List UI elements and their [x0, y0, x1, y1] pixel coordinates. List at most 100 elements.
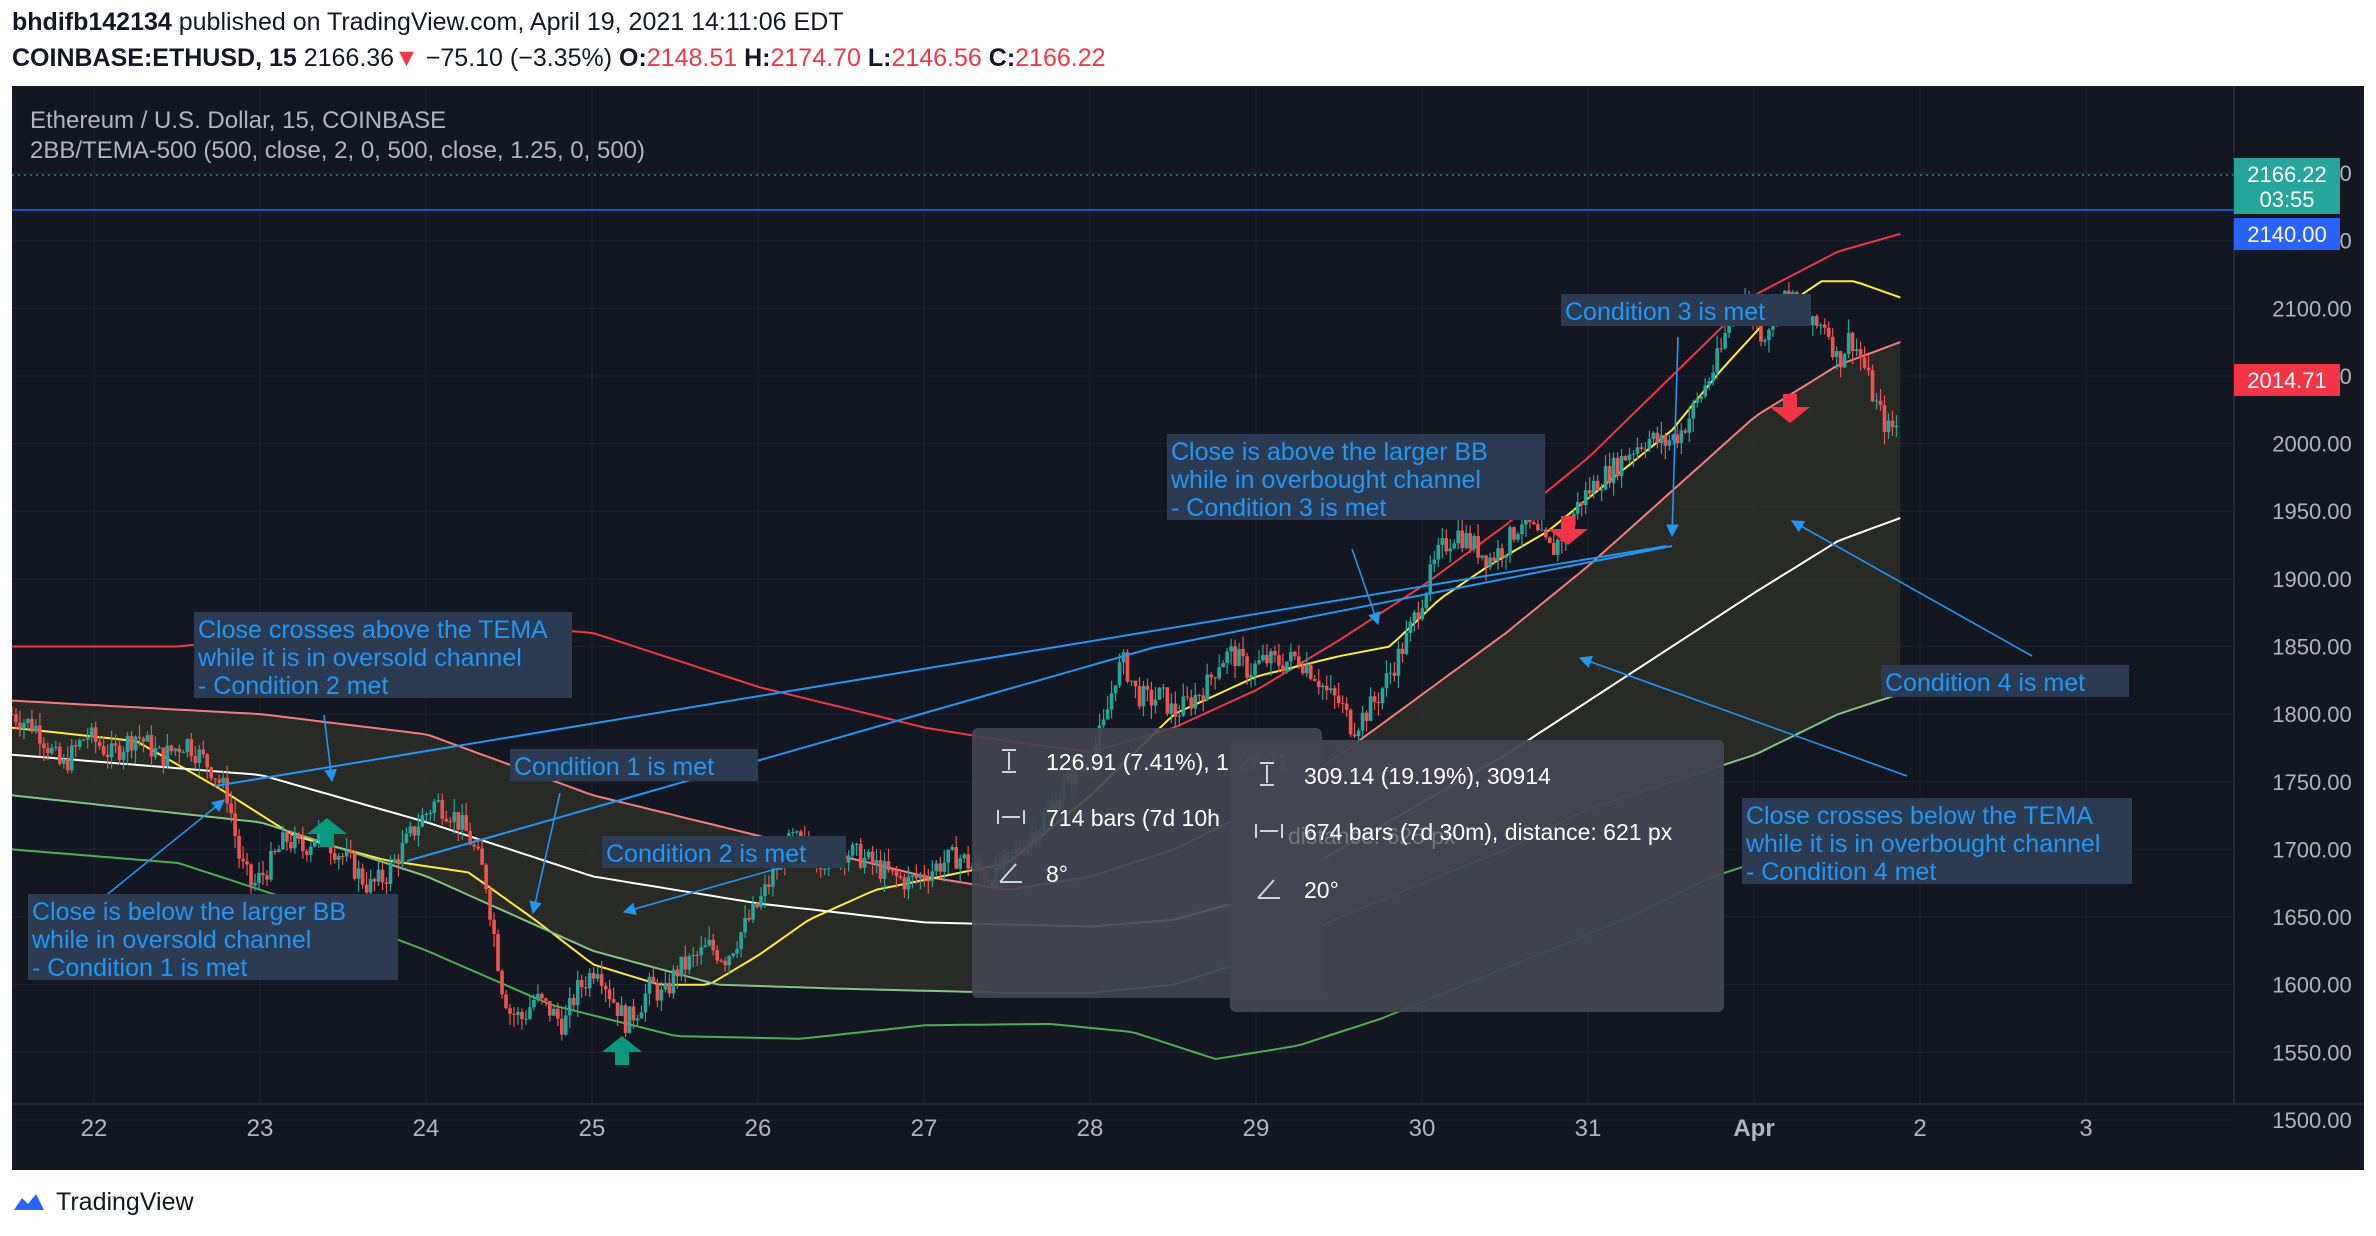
candle-body — [1623, 456, 1628, 461]
candle-body — [1432, 559, 1437, 565]
candle-body — [1137, 686, 1142, 707]
annotation-a6[interactable]: Condition 3 is met — [1561, 294, 1811, 326]
candle-body — [611, 999, 616, 1003]
chart-panel[interactable]: Close is below the larger BB while in ov… — [10, 86, 2364, 1170]
candle-body — [444, 818, 449, 822]
candle-body — [846, 855, 851, 863]
measure-line-2[interactable] — [406, 647, 1153, 862]
measure2-angle: 20° — [1304, 877, 1339, 903]
candle-body — [177, 748, 182, 753]
candle-body — [149, 734, 154, 757]
bars-icon — [997, 810, 1025, 824]
candle-body — [1536, 524, 1540, 531]
candle-body — [1882, 405, 1887, 433]
candle-body — [61, 758, 66, 764]
candle-body — [687, 956, 692, 970]
time-tick: 3 — [2079, 1115, 2092, 1142]
arrow-a3 — [529, 792, 561, 915]
candle-body — [1201, 695, 1206, 701]
buy-arrow-icon — [307, 818, 347, 847]
measure-line-1[interactable] — [214, 545, 1668, 787]
candle-body — [380, 869, 385, 883]
time-axis[interactable]: 22 23 24 25 26 27 28 29 30 31 Apr 2 3 — [12, 1103, 2364, 1142]
candle-body — [488, 889, 492, 920]
measure-tooltip-2: distance: 625 px 309.14 (19.19%), 30914 … — [1230, 740, 1724, 1012]
candle-body — [723, 960, 727, 966]
annotation-a4[interactable]: Condition 2 is met — [602, 836, 846, 868]
annotation-a2[interactable]: Close crosses above the TEMA while it is… — [194, 612, 572, 700]
candle-body — [1719, 348, 1723, 350]
candle-body — [763, 884, 767, 897]
annotation-a8[interactable]: Close crosses below the TEMA while it is… — [1742, 798, 2132, 886]
candle-body — [10, 714, 14, 716]
candle-body — [109, 743, 114, 758]
candle-body — [1492, 557, 1496, 561]
candle-body — [277, 849, 281, 853]
measure-line-3[interactable] — [1151, 545, 1673, 649]
candle-body — [966, 854, 970, 869]
price-chart[interactable]: Close is below the larger BB while in ov… — [10, 86, 2364, 1170]
candle-body — [1161, 687, 1166, 689]
candle-body — [1890, 420, 1895, 428]
candle-body — [161, 747, 166, 767]
candle-body — [1667, 440, 1672, 446]
candle-body — [579, 979, 584, 988]
candle-body — [1595, 480, 1600, 491]
arrow-a2 — [323, 714, 337, 783]
candle-body — [1408, 621, 1413, 634]
candle-body — [719, 960, 723, 962]
candle-body — [799, 831, 803, 837]
measure2-range: 309.14 (19.19%), 30914 — [1304, 763, 1551, 789]
change-down-icon: ▼ — [394, 44, 419, 72]
annotation-a2-line3: - Condition 2 met — [198, 672, 388, 700]
candle-body — [1651, 432, 1656, 439]
candle-body — [791, 832, 795, 834]
candle-body — [946, 849, 951, 863]
candle-body — [512, 1013, 516, 1015]
candle-body — [1587, 490, 1592, 494]
time-tick: 22 — [81, 1115, 108, 1142]
candle-body — [623, 1005, 628, 1034]
close-label: C: — [988, 44, 1016, 72]
candle-body — [874, 860, 879, 864]
open-label: O: — [619, 44, 647, 72]
candle-body — [456, 811, 461, 830]
countdown-value: 03:55 — [2259, 187, 2314, 212]
candle-body — [153, 747, 158, 757]
annotation-a7[interactable]: Condition 4 is met — [1881, 665, 2129, 697]
candle-body — [958, 858, 962, 869]
candle-body — [245, 861, 249, 865]
candle-body — [1703, 385, 1707, 397]
candle-body — [731, 953, 735, 957]
candle-body — [1671, 434, 1676, 441]
candle-body — [1368, 696, 1373, 721]
candle-body — [1312, 678, 1317, 681]
candle-body — [1157, 687, 1162, 700]
candle-body — [759, 896, 763, 908]
brand-name[interactable]: TradingView — [56, 1187, 194, 1216]
open-value: 2148.51 — [646, 44, 738, 72]
candle-body — [870, 851, 875, 864]
candle-body — [201, 749, 206, 755]
candle-body — [902, 877, 907, 890]
annotation-a5[interactable]: Close is above the larger BB while in ov… — [1167, 434, 1545, 522]
candle-body — [261, 872, 265, 876]
candle-body — [715, 950, 719, 961]
candle-body — [46, 748, 50, 754]
measure1-distance-hidden: distance: 625 px — [1288, 823, 1456, 849]
publish-info: bhdifb142134 published on TradingView.co… — [12, 8, 844, 37]
annotation-a3[interactable]: Condition 1 is met — [510, 749, 758, 781]
candle-body — [89, 727, 94, 738]
candle-body — [113, 743, 118, 746]
publisher-name[interactable]: bhdifb142134 — [12, 8, 172, 36]
candle-body — [137, 736, 142, 739]
price-axis[interactable]: 2200.002150.002100.002050.002000.001950.… — [2233, 86, 2364, 1170]
annotation-a1[interactable]: Close is below the larger BB while in ov… — [28, 894, 398, 982]
candle-body — [1141, 685, 1146, 707]
annotation-a1-line2: while in oversold channel — [31, 926, 311, 954]
price-tick: 1950.00 — [2272, 499, 2352, 524]
candle-body — [420, 815, 425, 827]
candle-body — [1193, 694, 1198, 709]
candle-body — [1452, 543, 1457, 549]
candle-body — [1185, 696, 1190, 698]
